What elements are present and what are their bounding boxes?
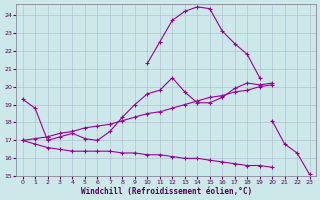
X-axis label: Windchill (Refroidissement éolien,°C): Windchill (Refroidissement éolien,°C) — [81, 187, 252, 196]
